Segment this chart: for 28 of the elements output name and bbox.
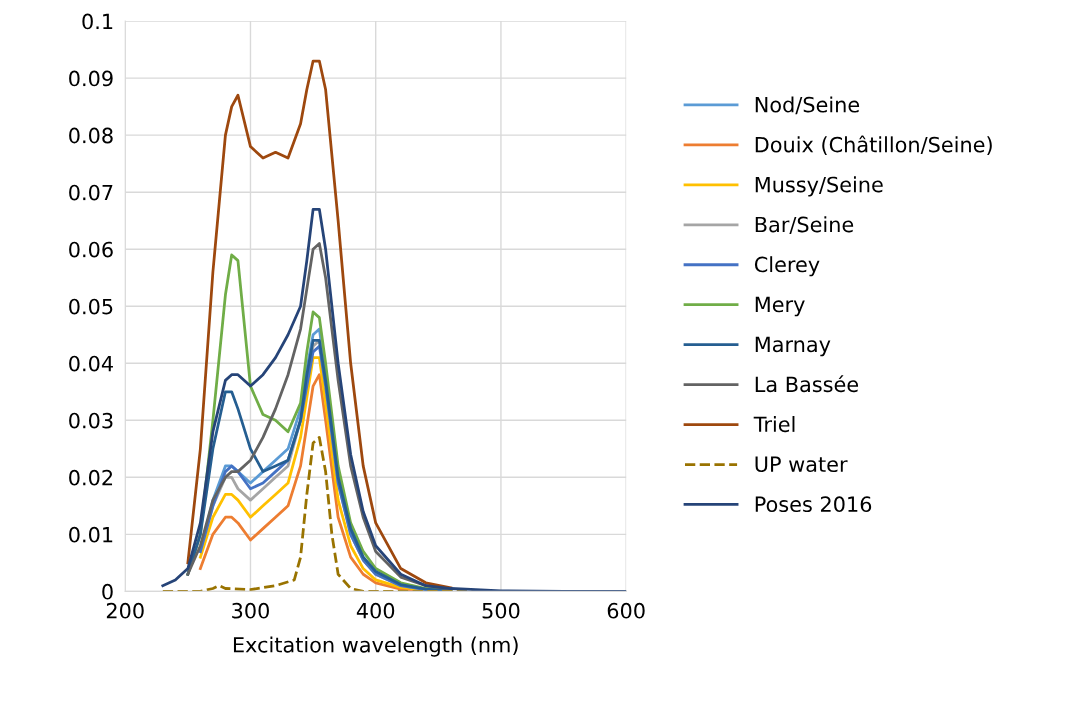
legend-label: UP water <box>755 456 848 473</box>
x-tick-label: 400 <box>356 602 395 619</box>
legend-label: Clerey <box>754 256 820 277</box>
legend-label: Poses 2016 <box>755 496 872 513</box>
y-tick-label: 0.04 <box>69 355 113 372</box>
legend-label: Douix (Châtillon/Seine) <box>755 135 992 155</box>
y-tick-label: 0 <box>102 583 113 600</box>
legend-label: La Bassée <box>755 375 859 393</box>
y-tick-label: 0.06 <box>69 241 113 258</box>
x-tick-label: 600 <box>607 602 645 619</box>
y-tick-label: 0.02 <box>69 469 113 486</box>
x-tick-label: 500 <box>482 602 520 619</box>
legend-label: Marnay <box>755 336 831 357</box>
x-tick-label: 200 <box>106 602 144 619</box>
y-tick-label: 0.1 <box>82 13 113 30</box>
legend-label: Mery <box>755 296 805 317</box>
x-tick-label: 300 <box>232 602 269 619</box>
legend-label: Mussy/Seine <box>755 176 883 197</box>
y-tick-label: 0.09 <box>69 70 113 87</box>
y-tick-label: 0.03 <box>69 412 113 429</box>
legend-label: Bar/Seine <box>755 216 854 235</box>
y-tick-label: 0.01 <box>69 526 113 543</box>
x-axis-title: Excitation wavelength (nm) <box>233 636 518 657</box>
y-tick-label: 0.05 <box>69 298 113 315</box>
y-tick-label: 0.07 <box>69 184 113 201</box>
y-tick-label: 0.08 <box>69 127 113 144</box>
legend-label: Nod/Seine <box>755 96 860 115</box>
legend-label: Triel <box>753 416 795 433</box>
